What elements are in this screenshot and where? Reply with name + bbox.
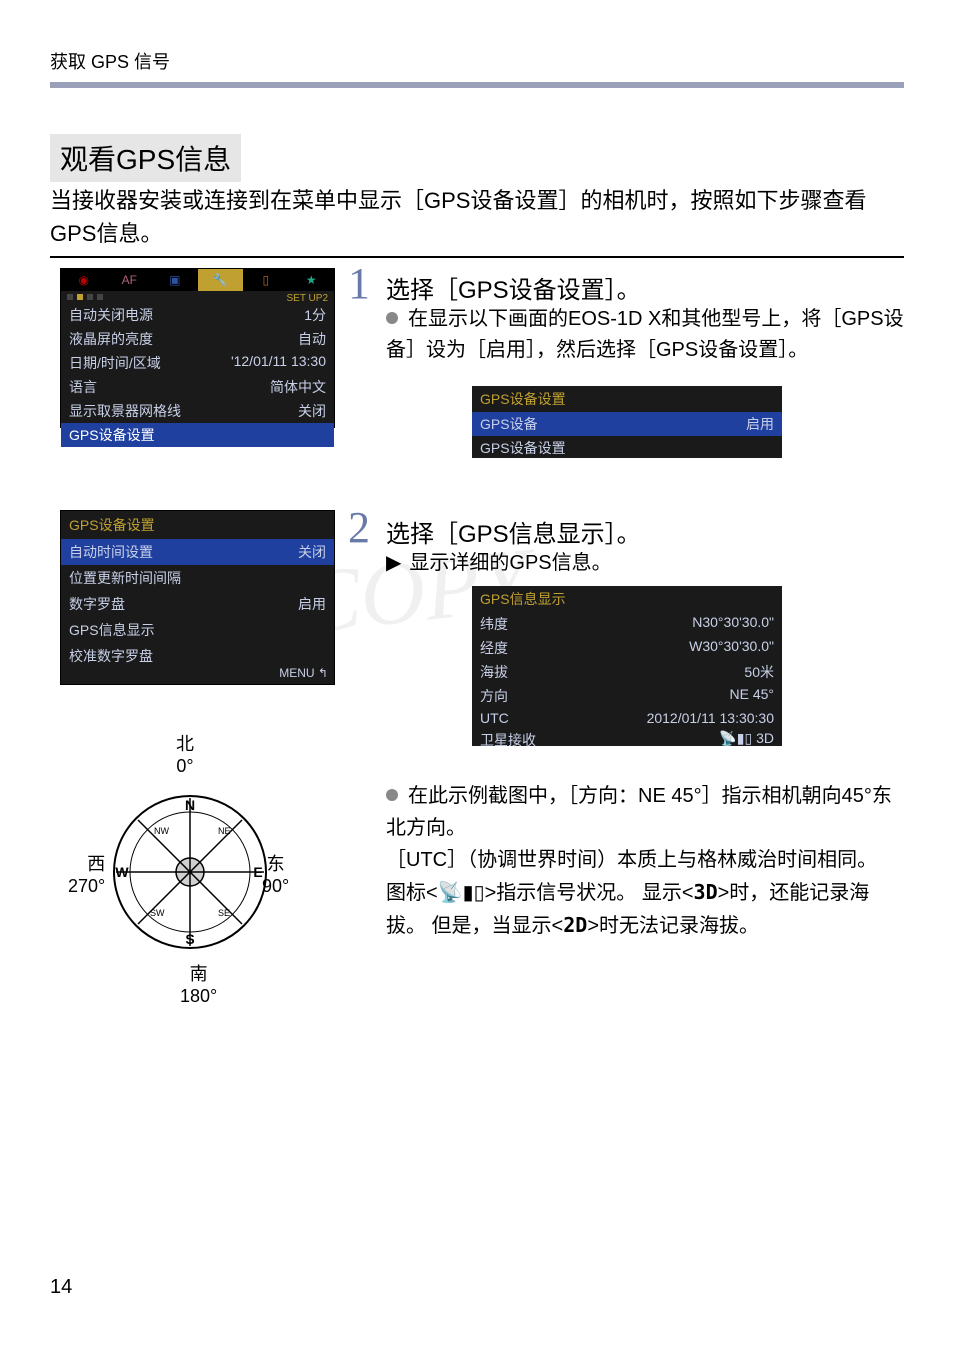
page-number: 14 — [50, 1276, 72, 1299]
menu-back-icon: MENU ↰ — [279, 666, 328, 680]
svg-text:E: E — [253, 864, 262, 880]
svg-text:NE: NE — [218, 826, 231, 836]
intro-text: 当接收器安装或连接到在菜单中显示［GPS设备设置］的相机时，按照如下步骤查看GP… — [50, 184, 904, 250]
gps-info-screenshot: GPS信息显示 纬度N30°30'30.0" 经度W30°30'30.0" 海拔… — [472, 586, 782, 746]
step-2-title: 选择［GPS信息显示］。 — [386, 514, 641, 549]
step-3-body: 在此示例截图中，［方向：NE 45°］指示相机朝向45°东北方向。 ［UTC］（… — [386, 780, 904, 942]
camera-menu-screenshot-1: ◉ AF ▣ 🔧 ▯ ★ SET UP2 自动关闭电源1分 液晶屏的亮度自动 日… — [60, 268, 335, 428]
compass-west-label: 西 270° — [68, 850, 105, 897]
tab-star-icon: ★ — [289, 269, 335, 291]
svg-text:SW: SW — [150, 908, 165, 918]
bullet-icon — [386, 789, 398, 801]
satellite-icon: 📡▮▯ — [438, 882, 485, 904]
bullet-icon — [386, 312, 398, 324]
tab-play-icon: ▣ — [152, 269, 198, 291]
intro-rule — [50, 256, 904, 258]
tab-wrench-icon: 🔧 — [198, 269, 244, 291]
svg-text:NW: NW — [154, 826, 169, 836]
tab-camera-icon: ◉ — [61, 269, 107, 291]
camera-submenu-screenshot-1: GPS设备设置 GPS设备启用 GPS设备设置 — [472, 386, 782, 458]
section-title: 观看GPS信息 — [50, 134, 241, 182]
header-rule — [50, 82, 904, 88]
step-1-number: 1 — [348, 258, 370, 309]
step-1-title: 选择［GPS设备设置］。 — [386, 270, 641, 305]
compass-south-label: 南 180° — [180, 960, 217, 1007]
svg-text:S: S — [185, 931, 194, 947]
step-2-body: ▶显示详细的GPS信息。 — [386, 548, 904, 579]
camera-menu-screenshot-2: GPS设备设置 自动时间设置关闭 位置更新时间间隔 数字罗盘启用 GPS信息显示… — [60, 510, 335, 685]
tab-af: AF — [107, 269, 153, 291]
svg-text:W: W — [115, 864, 129, 880]
step-1-body: 在显示以下画面的EOS-1D X和其他型号上，将［GPS设备］设为［启用］，然后… — [386, 304, 904, 366]
compass-north-label: 北 0° — [176, 730, 194, 777]
compass-icon: N S E W NW NE SE SW — [110, 792, 270, 952]
svg-text:N: N — [185, 797, 195, 813]
arrow-icon: ▶ — [386, 548, 401, 579]
step-2-number: 2 — [348, 502, 370, 553]
cam1-rows: 自动关闭电源1分 液晶屏的亮度自动 日期/时间/区域'12/01/11 13:3… — [61, 303, 334, 447]
cam2-title: GPS设备设置 — [61, 511, 334, 539]
svg-text:SE: SE — [218, 908, 230, 918]
setup-label: SET UP2 — [287, 293, 329, 304]
page-header: 获取 GPS 信号 — [50, 48, 170, 74]
tab-cf-icon: ▯ — [243, 269, 289, 291]
